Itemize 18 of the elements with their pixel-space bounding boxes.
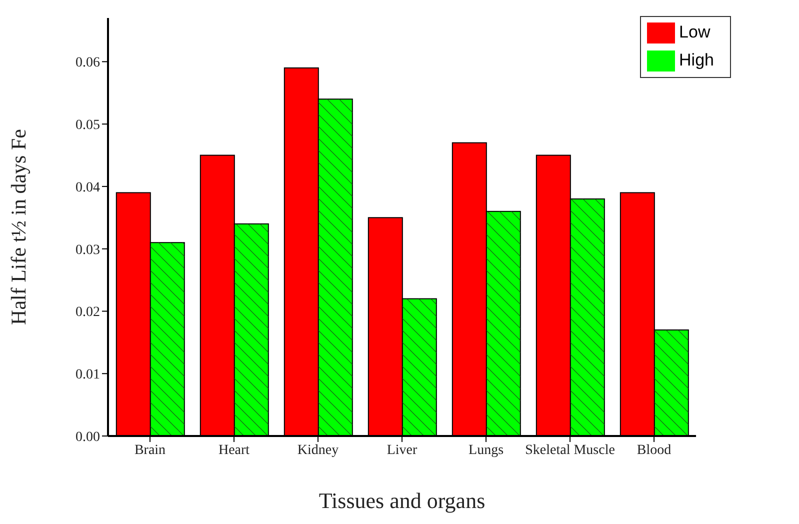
x-tick-label: Liver (386, 442, 418, 458)
legend-label: High (679, 50, 714, 70)
y-axis-title: Half Life t½ in days Fe (6, 129, 30, 325)
y-tick-label: 0.04 (76, 180, 100, 196)
y-tick-label: 0.02 (76, 305, 100, 320)
y-tick-label: 0.00 (76, 430, 100, 445)
y-tick-label: 0.01 (76, 368, 100, 383)
x-tick-label: Brain (134, 442, 166, 458)
x-tick-label: Skeletal Muscle (525, 442, 615, 458)
legend-label: Low (679, 22, 710, 42)
y-tick-label: 0.05 (76, 118, 100, 134)
x-axis-title: Tissues and organs (318, 488, 486, 513)
y-tick-label: 0.03 (76, 242, 100, 258)
y-tick-label: 0.06 (76, 56, 100, 71)
x-tick-label: Heart (218, 442, 250, 458)
x-tick-label: Blood (636, 442, 672, 458)
x-tick-label: Kidney (297, 442, 339, 458)
x-tick-label: Lungs (468, 442, 504, 458)
